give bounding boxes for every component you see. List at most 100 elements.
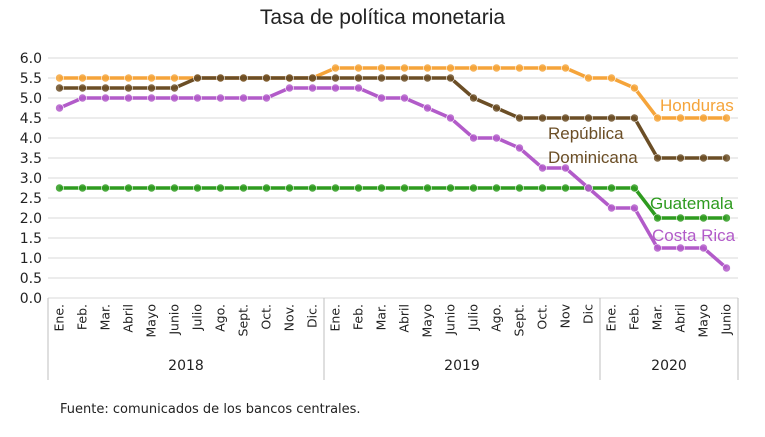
data-point bbox=[423, 63, 432, 73]
data-point bbox=[170, 83, 179, 93]
data-point bbox=[722, 113, 731, 123]
data-point bbox=[354, 83, 363, 93]
x-tick-label: Ago. bbox=[489, 304, 504, 332]
data-point bbox=[607, 183, 616, 193]
data-point bbox=[124, 183, 133, 193]
data-point bbox=[354, 73, 363, 83]
data-point bbox=[377, 183, 386, 193]
data-point bbox=[147, 93, 156, 103]
x-tick-label: Oct. bbox=[535, 304, 550, 330]
data-point bbox=[584, 73, 593, 83]
x-tick-label: Ene. bbox=[328, 304, 343, 331]
x-tick-label: Mar. bbox=[374, 304, 389, 330]
data-point bbox=[170, 73, 179, 83]
y-tick-label: 5.5 bbox=[20, 71, 42, 87]
y-tick-label: 4.0 bbox=[20, 131, 42, 147]
data-point bbox=[101, 93, 110, 103]
data-point bbox=[423, 73, 432, 83]
series-line bbox=[59, 66, 727, 120]
data-point bbox=[78, 93, 87, 103]
data-point bbox=[699, 153, 708, 163]
data-point bbox=[216, 73, 225, 83]
x-group-label: 2020 bbox=[651, 358, 687, 374]
data-point bbox=[400, 183, 409, 193]
x-tick-label: Feb. bbox=[627, 304, 642, 330]
data-point bbox=[492, 133, 501, 143]
y-tick-label: 6.0 bbox=[20, 51, 42, 67]
data-point bbox=[538, 163, 547, 173]
data-point bbox=[239, 93, 248, 103]
data-point bbox=[561, 113, 570, 123]
data-point bbox=[722, 263, 731, 273]
data-point bbox=[55, 73, 64, 83]
data-point bbox=[285, 83, 294, 93]
data-point bbox=[377, 93, 386, 103]
data-point bbox=[78, 83, 87, 93]
data-point bbox=[400, 73, 409, 83]
series-line bbox=[59, 186, 727, 220]
x-tick-label: Dic bbox=[581, 304, 596, 324]
data-point bbox=[423, 183, 432, 193]
data-point bbox=[101, 83, 110, 93]
data-point bbox=[699, 213, 708, 223]
data-point bbox=[262, 183, 271, 193]
data-point bbox=[469, 63, 478, 73]
x-tick-label: Ene. bbox=[52, 304, 67, 331]
x-tick-label: Mayo bbox=[420, 304, 435, 338]
y-tick-label: 3.5 bbox=[20, 151, 42, 167]
data-point bbox=[653, 213, 662, 223]
series-label: Guatemala bbox=[650, 194, 734, 213]
x-group-label: 2018 bbox=[168, 358, 204, 374]
data-point bbox=[78, 183, 87, 193]
series-label: República bbox=[548, 124, 624, 143]
data-point bbox=[331, 63, 340, 73]
x-tick-label: Sept. bbox=[236, 304, 251, 336]
data-point bbox=[239, 73, 248, 83]
data-point bbox=[630, 183, 639, 193]
data-point bbox=[584, 183, 593, 193]
data-point bbox=[285, 183, 294, 193]
data-point bbox=[377, 73, 386, 83]
data-point bbox=[193, 93, 202, 103]
data-point bbox=[308, 73, 317, 83]
data-point bbox=[377, 63, 386, 73]
data-point bbox=[55, 103, 64, 113]
data-point bbox=[561, 183, 570, 193]
y-tick-label: 2.0 bbox=[20, 211, 42, 227]
series-label: Honduras bbox=[660, 96, 734, 115]
data-point bbox=[607, 203, 616, 213]
x-tick-label: Mar. bbox=[650, 304, 665, 330]
data-point bbox=[722, 213, 731, 223]
data-point bbox=[147, 83, 156, 93]
x-tick-label: Julio bbox=[190, 304, 205, 331]
data-point bbox=[676, 243, 685, 253]
chart-title: Tasa de política monetaria bbox=[259, 6, 506, 29]
y-tick-label: 1.0 bbox=[20, 251, 42, 267]
data-point bbox=[492, 63, 501, 73]
data-point bbox=[653, 153, 662, 163]
data-point bbox=[515, 113, 524, 123]
data-point bbox=[561, 163, 570, 173]
y-tick-label: 3.0 bbox=[20, 171, 42, 187]
x-tick-label: Oct. bbox=[259, 304, 274, 330]
data-point bbox=[515, 183, 524, 193]
data-point bbox=[193, 183, 202, 193]
data-point bbox=[446, 73, 455, 83]
data-point bbox=[170, 183, 179, 193]
data-point bbox=[492, 103, 501, 113]
data-point bbox=[469, 133, 478, 143]
data-point bbox=[699, 113, 708, 123]
data-point bbox=[147, 183, 156, 193]
data-point bbox=[446, 63, 455, 73]
data-point bbox=[469, 183, 478, 193]
data-point bbox=[423, 103, 432, 113]
x-tick-label: Feb. bbox=[75, 304, 90, 330]
data-point bbox=[239, 183, 248, 193]
data-point bbox=[607, 73, 616, 83]
series-label: Dominicana bbox=[548, 148, 638, 167]
data-point bbox=[400, 63, 409, 73]
x-tick-label: Junio bbox=[443, 304, 458, 336]
x-tick-label: Junio bbox=[719, 304, 734, 336]
data-point bbox=[308, 183, 317, 193]
data-point bbox=[308, 83, 317, 93]
